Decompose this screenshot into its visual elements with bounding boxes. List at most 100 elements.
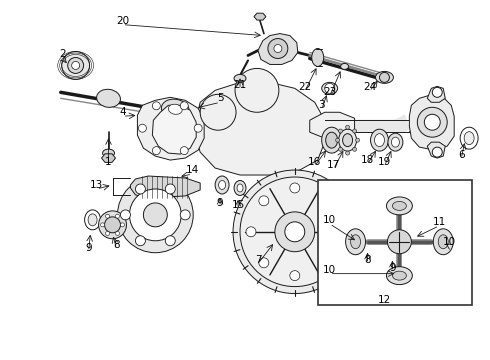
Circle shape bbox=[152, 147, 160, 154]
Text: 10: 10 bbox=[323, 265, 336, 275]
Ellipse shape bbox=[392, 201, 406, 210]
Circle shape bbox=[379, 72, 390, 82]
Ellipse shape bbox=[341, 63, 348, 69]
Circle shape bbox=[116, 214, 120, 218]
Polygon shape bbox=[130, 176, 200, 198]
Circle shape bbox=[118, 177, 193, 253]
Circle shape bbox=[138, 124, 147, 132]
Text: 21: 21 bbox=[233, 80, 246, 90]
Text: 23: 23 bbox=[323, 87, 336, 97]
Text: 20: 20 bbox=[116, 15, 129, 26]
Circle shape bbox=[275, 212, 315, 252]
Circle shape bbox=[105, 214, 110, 218]
Text: 2: 2 bbox=[59, 49, 66, 59]
Circle shape bbox=[180, 147, 188, 154]
Ellipse shape bbox=[392, 137, 399, 147]
Circle shape bbox=[72, 62, 80, 69]
Circle shape bbox=[105, 231, 110, 235]
Circle shape bbox=[129, 189, 181, 241]
Text: 6: 6 bbox=[458, 150, 465, 160]
Circle shape bbox=[116, 231, 120, 235]
Ellipse shape bbox=[161, 99, 189, 120]
Circle shape bbox=[424, 114, 440, 130]
Text: 9: 9 bbox=[217, 198, 223, 208]
Text: 4: 4 bbox=[119, 107, 126, 117]
Circle shape bbox=[233, 170, 357, 293]
Circle shape bbox=[135, 236, 146, 246]
Ellipse shape bbox=[88, 214, 97, 226]
Circle shape bbox=[268, 39, 288, 58]
Text: 10: 10 bbox=[442, 237, 456, 247]
Circle shape bbox=[353, 129, 357, 133]
Circle shape bbox=[240, 177, 349, 287]
Circle shape bbox=[235, 68, 279, 112]
Ellipse shape bbox=[433, 229, 453, 255]
Text: 1: 1 bbox=[105, 157, 112, 167]
Circle shape bbox=[144, 203, 167, 227]
Ellipse shape bbox=[387, 197, 413, 215]
Circle shape bbox=[165, 236, 175, 246]
Circle shape bbox=[388, 230, 412, 254]
Text: 19: 19 bbox=[378, 157, 391, 167]
Ellipse shape bbox=[326, 132, 338, 148]
Text: 12: 12 bbox=[378, 294, 391, 305]
Circle shape bbox=[325, 84, 335, 93]
Ellipse shape bbox=[234, 75, 246, 82]
Text: 16: 16 bbox=[308, 157, 321, 167]
Ellipse shape bbox=[387, 267, 413, 285]
Polygon shape bbox=[152, 105, 196, 154]
Ellipse shape bbox=[374, 134, 385, 147]
Polygon shape bbox=[101, 154, 116, 162]
Ellipse shape bbox=[237, 184, 243, 192]
Text: 9: 9 bbox=[389, 263, 396, 273]
Ellipse shape bbox=[102, 149, 115, 157]
Circle shape bbox=[290, 183, 300, 193]
Text: 18: 18 bbox=[361, 155, 374, 165]
Circle shape bbox=[98, 211, 126, 239]
Text: 11: 11 bbox=[433, 217, 446, 227]
Circle shape bbox=[152, 102, 160, 110]
Circle shape bbox=[285, 222, 305, 242]
Circle shape bbox=[165, 184, 175, 194]
Circle shape bbox=[121, 210, 130, 220]
Text: 8: 8 bbox=[364, 255, 371, 265]
Ellipse shape bbox=[312, 49, 324, 67]
Ellipse shape bbox=[460, 127, 478, 149]
Circle shape bbox=[135, 184, 146, 194]
Ellipse shape bbox=[390, 245, 397, 254]
Polygon shape bbox=[427, 86, 445, 102]
Polygon shape bbox=[325, 115, 409, 132]
Circle shape bbox=[321, 258, 331, 268]
Circle shape bbox=[180, 102, 188, 110]
Circle shape bbox=[339, 129, 343, 133]
Text: 3: 3 bbox=[318, 100, 325, 110]
Ellipse shape bbox=[85, 210, 100, 230]
Ellipse shape bbox=[339, 129, 357, 151]
Polygon shape bbox=[427, 142, 445, 158]
Circle shape bbox=[259, 258, 269, 268]
Text: 9: 9 bbox=[85, 243, 92, 253]
Text: 15: 15 bbox=[231, 200, 245, 210]
Ellipse shape bbox=[215, 176, 229, 194]
Text: 22: 22 bbox=[298, 82, 311, 93]
Circle shape bbox=[180, 210, 190, 220]
Ellipse shape bbox=[169, 104, 182, 114]
Text: 13: 13 bbox=[90, 180, 103, 190]
Circle shape bbox=[274, 45, 282, 53]
Polygon shape bbox=[137, 97, 204, 160]
Polygon shape bbox=[310, 112, 355, 138]
Circle shape bbox=[100, 223, 104, 227]
Ellipse shape bbox=[392, 271, 406, 280]
Circle shape bbox=[62, 51, 90, 80]
Ellipse shape bbox=[234, 180, 246, 195]
Circle shape bbox=[121, 223, 124, 227]
Polygon shape bbox=[409, 95, 454, 150]
Text: 8: 8 bbox=[113, 240, 120, 250]
Ellipse shape bbox=[361, 231, 378, 253]
Circle shape bbox=[104, 217, 121, 233]
Ellipse shape bbox=[370, 129, 389, 151]
Text: 5: 5 bbox=[217, 93, 223, 103]
Circle shape bbox=[345, 151, 349, 155]
Ellipse shape bbox=[343, 134, 353, 147]
Circle shape bbox=[356, 138, 360, 142]
